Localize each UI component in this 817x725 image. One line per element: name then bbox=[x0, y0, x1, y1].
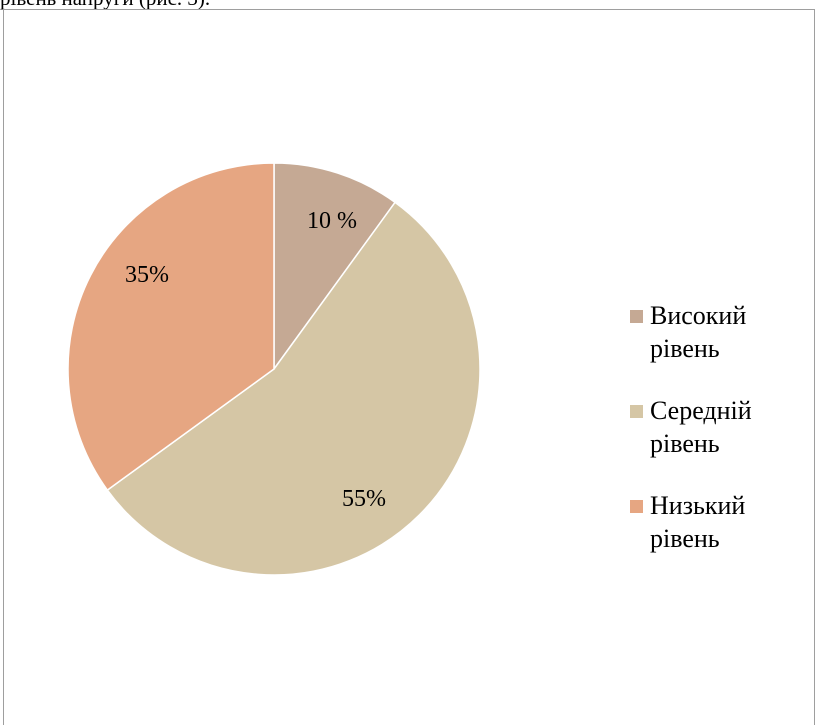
legend-swatch-medium bbox=[630, 405, 643, 418]
slice-high-label: 10 % bbox=[307, 208, 357, 234]
slice-medium bbox=[106, 201, 481, 576]
legend-label-medium: Середній рівень bbox=[650, 396, 752, 458]
pie-data-labels: 10 % 55% 35% bbox=[125, 208, 386, 512]
legend-swatch-high bbox=[630, 310, 643, 323]
slice-high bbox=[273, 162, 397, 372]
legend-item-medium: Середній рівень bbox=[630, 394, 800, 460]
legend-item-high: Високий рівень bbox=[630, 299, 800, 365]
legend-label-high: Високий рівень bbox=[650, 301, 747, 363]
slice-low-label: 35% bbox=[125, 262, 169, 288]
legend-swatch-low bbox=[630, 500, 643, 513]
chart-area bbox=[3, 9, 815, 725]
pie-slices bbox=[67, 162, 481, 576]
legend-item-low: Низький рівень bbox=[630, 489, 800, 555]
legend-label-low: Низький рівень bbox=[650, 491, 746, 553]
slice-medium-label: 55% bbox=[342, 486, 386, 512]
caption-text: рівень напруги (рис. 3). bbox=[0, 0, 817, 10]
chart-legend: Високий рівень Середній рівень Низький р… bbox=[630, 299, 800, 584]
slice-low bbox=[67, 162, 275, 492]
